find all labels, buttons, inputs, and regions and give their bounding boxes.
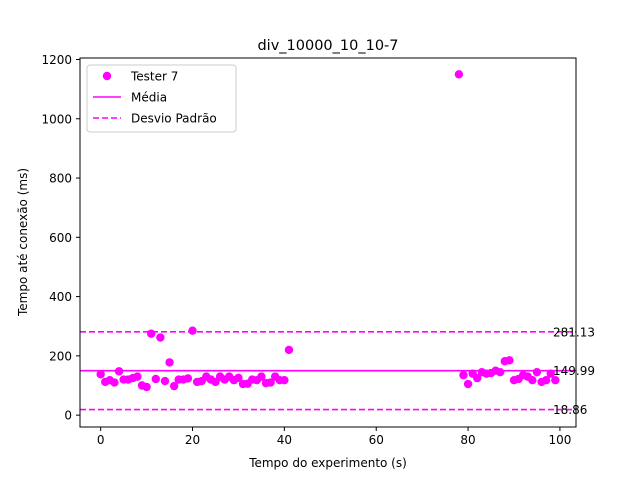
data-point bbox=[165, 358, 174, 367]
axes-frame bbox=[79, 57, 577, 428]
x-tick-label: 60 bbox=[369, 433, 384, 447]
legend-label: Desvio Padrão bbox=[131, 112, 217, 126]
data-point bbox=[257, 372, 266, 381]
reference-value-label: 281.13 bbox=[553, 325, 595, 339]
y-tick-label: 1000 bbox=[41, 112, 72, 126]
plot-area bbox=[80, 70, 576, 411]
data-point bbox=[454, 70, 464, 79]
data-point bbox=[266, 378, 275, 387]
data-point bbox=[169, 381, 179, 391]
x-axis-label: Tempo do experimento (s) bbox=[248, 456, 407, 470]
y-axis-label: Tempo até conexão (ms) bbox=[16, 168, 30, 317]
data-point bbox=[463, 379, 473, 389]
x-tick-label: 0 bbox=[97, 433, 105, 447]
legend-marker bbox=[102, 71, 112, 81]
legend-box bbox=[86, 64, 237, 133]
data-point bbox=[188, 326, 197, 335]
data-point bbox=[142, 382, 151, 392]
data-point bbox=[541, 375, 551, 385]
data-point bbox=[280, 375, 289, 385]
data-point bbox=[551, 375, 560, 385]
legend-label: Tester 7 bbox=[130, 70, 178, 84]
y-tick-label: 200 bbox=[49, 349, 72, 363]
data-point bbox=[156, 333, 165, 342]
data-point bbox=[459, 370, 468, 380]
data-point bbox=[160, 376, 170, 386]
data-point bbox=[146, 329, 156, 338]
data-point bbox=[473, 373, 482, 383]
data-point bbox=[546, 369, 555, 378]
y-tick-label: 1200 bbox=[41, 53, 72, 67]
data-point bbox=[114, 367, 124, 376]
y-tick-label: 0 bbox=[64, 409, 72, 423]
data-point bbox=[496, 367, 505, 377]
legend-label: Média bbox=[131, 91, 167, 105]
data-point bbox=[151, 374, 160, 384]
x-tick-label: 40 bbox=[277, 433, 292, 447]
reference-value-label: 18.86 bbox=[553, 403, 587, 417]
data-point bbox=[133, 372, 142, 381]
reference-value-label: 149.99 bbox=[553, 364, 595, 378]
data-point bbox=[284, 345, 294, 355]
data-point bbox=[183, 374, 193, 383]
y-tick-label: 800 bbox=[49, 172, 72, 186]
x-tick-label: 100 bbox=[548, 433, 571, 447]
legend: Tester 7 Média Desvio Padrão bbox=[86, 64, 237, 133]
y-tick-label: 400 bbox=[49, 290, 72, 304]
data-point bbox=[532, 367, 542, 377]
x-tick-label: 80 bbox=[460, 433, 475, 447]
data-point bbox=[96, 370, 105, 379]
data-point bbox=[528, 375, 537, 385]
chart-title: div_10000_10_10-7 bbox=[257, 38, 398, 54]
x-tick-label: 20 bbox=[185, 433, 200, 447]
y-tick-label: 600 bbox=[49, 231, 72, 245]
data-point bbox=[110, 378, 119, 387]
reference-labels: 281.13 149.99 18.86 bbox=[553, 325, 595, 417]
data-point bbox=[234, 373, 243, 382]
data-point bbox=[505, 356, 514, 365]
